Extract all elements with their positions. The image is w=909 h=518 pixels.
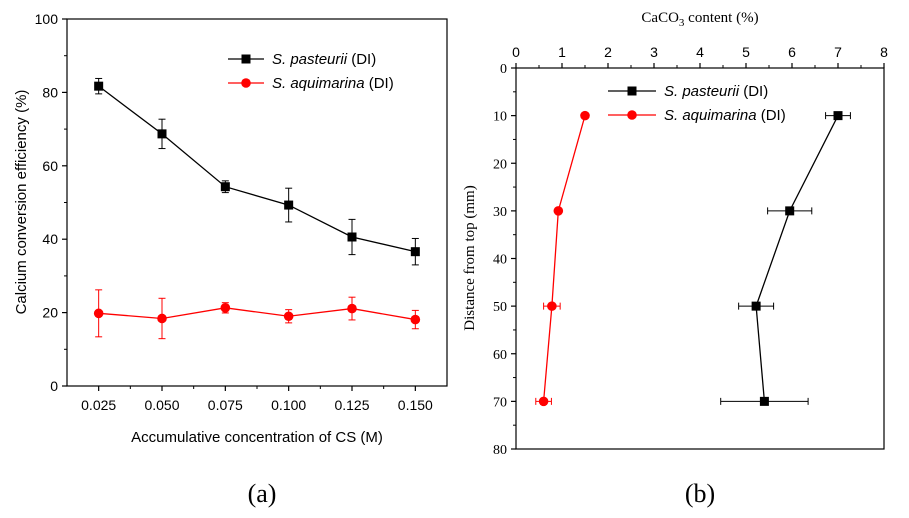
x-tick-label-b: 4 [696, 44, 704, 60]
panel-label-b: (b) [685, 479, 715, 508]
y-axis-label-b: Distance from top (mm) [462, 185, 478, 330]
data-point [94, 81, 104, 91]
y-tick-label-a: 40 [42, 231, 58, 247]
x-tick-label-b: 2 [604, 44, 612, 60]
legend-marker [627, 110, 637, 120]
x-axis-ticks-a: 0.025 0.050 0.075 0.100 0.125 0.150 [81, 386, 433, 413]
y-tick-label-b: 40 [493, 253, 507, 268]
data-point [785, 206, 795, 216]
y-tick-label-b: 30 [493, 205, 507, 220]
legend-label: S. aquimarina (DI) [664, 107, 786, 124]
data-point [759, 396, 769, 406]
series-b-1 [535, 110, 590, 407]
x-tick-label-a: 0.125 [334, 397, 369, 413]
x-tick-label-b: 7 [834, 44, 842, 60]
y-tick-label-b: 80 [493, 443, 507, 458]
data-point [347, 232, 357, 242]
data-point [283, 311, 294, 322]
data-point [410, 247, 420, 257]
x-tick-label-a: 0.075 [208, 397, 243, 413]
y-tick-label-a: 80 [42, 84, 58, 100]
x-tick-label-b: 5 [742, 44, 750, 60]
data-point [157, 129, 167, 139]
x-tick-label-b: 6 [788, 44, 796, 60]
data-point [580, 110, 590, 121]
y-tick-label-b: 0 [500, 62, 507, 77]
series-a-0 [94, 77, 420, 266]
data-point [284, 200, 294, 210]
data-point [553, 206, 564, 216]
plot-frame-b [515, 67, 885, 450]
data-point [220, 303, 231, 313]
data-point [157, 313, 167, 324]
legend-b: S. pasteurii (DI) S. aquimarina (DI) [608, 83, 786, 124]
series-line [98, 307, 416, 321]
y-axis-ticks-b: 0 10 20 30 40 50 60 70 80 [493, 62, 516, 458]
y-axis-ticks-a: 0 20 40 60 80 100 [35, 11, 67, 394]
series-a-1 [93, 289, 421, 340]
y-tick-label-a: 20 [42, 305, 58, 321]
data-point [547, 301, 557, 311]
x-axis-label-b: CaCO3 content (%) [641, 10, 758, 29]
legend-a: S. pasteurii (DI) S. aquimarina (DI) [228, 51, 394, 92]
y-tick-label-b: 20 [493, 157, 507, 172]
x-tick-label-b: 0 [512, 44, 520, 60]
legend-label: S. pasteurii (DI) [272, 51, 376, 68]
x-tick-label-b: 8 [880, 44, 888, 60]
panel-label-a: (a) [248, 479, 277, 508]
series-b-0 [720, 111, 851, 406]
series-group-a [93, 77, 421, 340]
y-tick-label-a: 100 [35, 11, 59, 27]
data-point [93, 308, 104, 319]
x-tick-label-a: 0.100 [271, 397, 306, 413]
y-tick-label-b: 10 [493, 110, 507, 125]
data-point [410, 314, 421, 325]
x-axis-label-a: Accumulative concentration of CS (M) [131, 429, 383, 446]
x-tick-label-a: 0.150 [398, 397, 433, 413]
series-line [98, 85, 416, 253]
x-tick-label-a: 0.050 [144, 397, 179, 413]
y-axis-label-a: Calcium conversion efficiency (%) [13, 90, 30, 315]
series-line [542, 115, 586, 402]
chart-panel-b: 0 1 2 3 4 5 6 7 8 0 10 20 30 40 50 60 70 80 CaCO3 conten… [462, 10, 888, 508]
series-group-b [535, 110, 851, 407]
chart-panel-a: 0.025 0.050 0.075 0.100 0.125 0.150 0 20 40 60 80… [13, 11, 448, 508]
series-line [755, 115, 839, 402]
legend-label: S. pasteurii (DI) [664, 83, 768, 100]
y-tick-label-a: 0 [50, 378, 58, 394]
y-tick-label-b: 60 [493, 348, 507, 363]
data-point [220, 182, 230, 192]
x-axis-ticks-b: 0 1 2 3 4 5 6 7 8 [512, 44, 888, 68]
data-point [751, 301, 761, 311]
y-tick-label-a: 60 [42, 158, 58, 174]
data-point [347, 303, 357, 314]
y-tick-label-b: 50 [493, 300, 507, 315]
legend-marker [627, 86, 637, 96]
legend-marker [241, 78, 251, 88]
legend-label: S. aquimarina (DI) [272, 75, 394, 92]
x-tick-label-a: 0.025 [81, 397, 116, 413]
data-point [538, 396, 549, 407]
x-tick-label-b: 1 [558, 44, 566, 60]
legend-marker [241, 54, 251, 64]
data-point [833, 111, 843, 121]
x-tick-label-b: 3 [650, 44, 658, 60]
y-tick-label-b: 70 [493, 395, 507, 410]
